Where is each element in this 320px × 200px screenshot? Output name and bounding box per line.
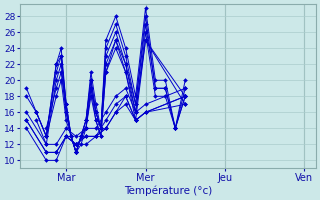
X-axis label: Température (°c): Température (°c) — [124, 185, 212, 196]
